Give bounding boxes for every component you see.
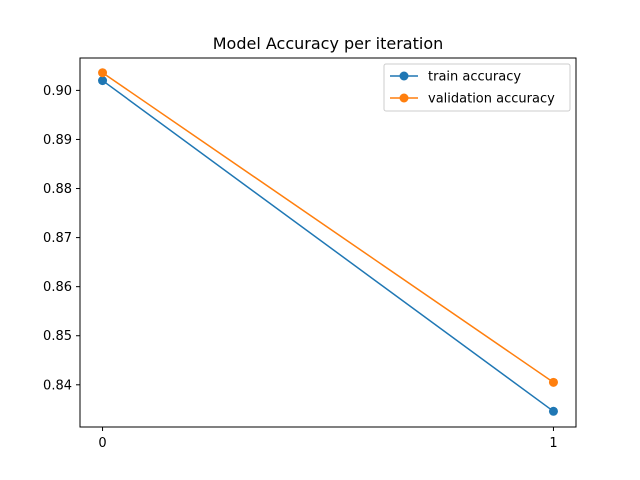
y-tick-label: 0.88	[43, 182, 72, 197]
legend-swatch-marker	[399, 93, 409, 103]
y-tick-label: 0.87	[43, 231, 72, 246]
y-tick-label: 0.90	[43, 84, 72, 99]
legend: train accuracy validation accuracy	[383, 63, 571, 112]
x-tick-label: 1	[549, 436, 557, 451]
chart-title: Model Accuracy per iteration	[213, 34, 444, 53]
y-tick-label: 0.89	[43, 133, 72, 148]
y-axis: 0.84 0.85 0.86 0.87 0.88 0.89 0.90	[43, 84, 80, 393]
data-point-validation-accuracy	[98, 68, 108, 78]
data-point-validation-accuracy	[548, 377, 558, 387]
legend-swatch-marker	[399, 71, 409, 81]
y-tick-label: 0.86	[43, 280, 72, 295]
plot-area	[79, 57, 577, 428]
y-tick-label: 0.84	[43, 378, 72, 393]
legend-box	[383, 63, 571, 112]
y-tick-label: 0.85	[43, 329, 72, 344]
series-line-train-accuracy	[102, 79, 554, 412]
legend-label: validation accuracy	[428, 92, 555, 107]
x-tick-label: 0	[98, 436, 106, 451]
series-line-validation-accuracy	[102, 72, 554, 383]
series-layer	[98, 68, 558, 416]
data-point-train-accuracy	[98, 76, 108, 86]
data-point-train-accuracy	[548, 406, 558, 416]
legend-label: train accuracy	[428, 70, 521, 85]
